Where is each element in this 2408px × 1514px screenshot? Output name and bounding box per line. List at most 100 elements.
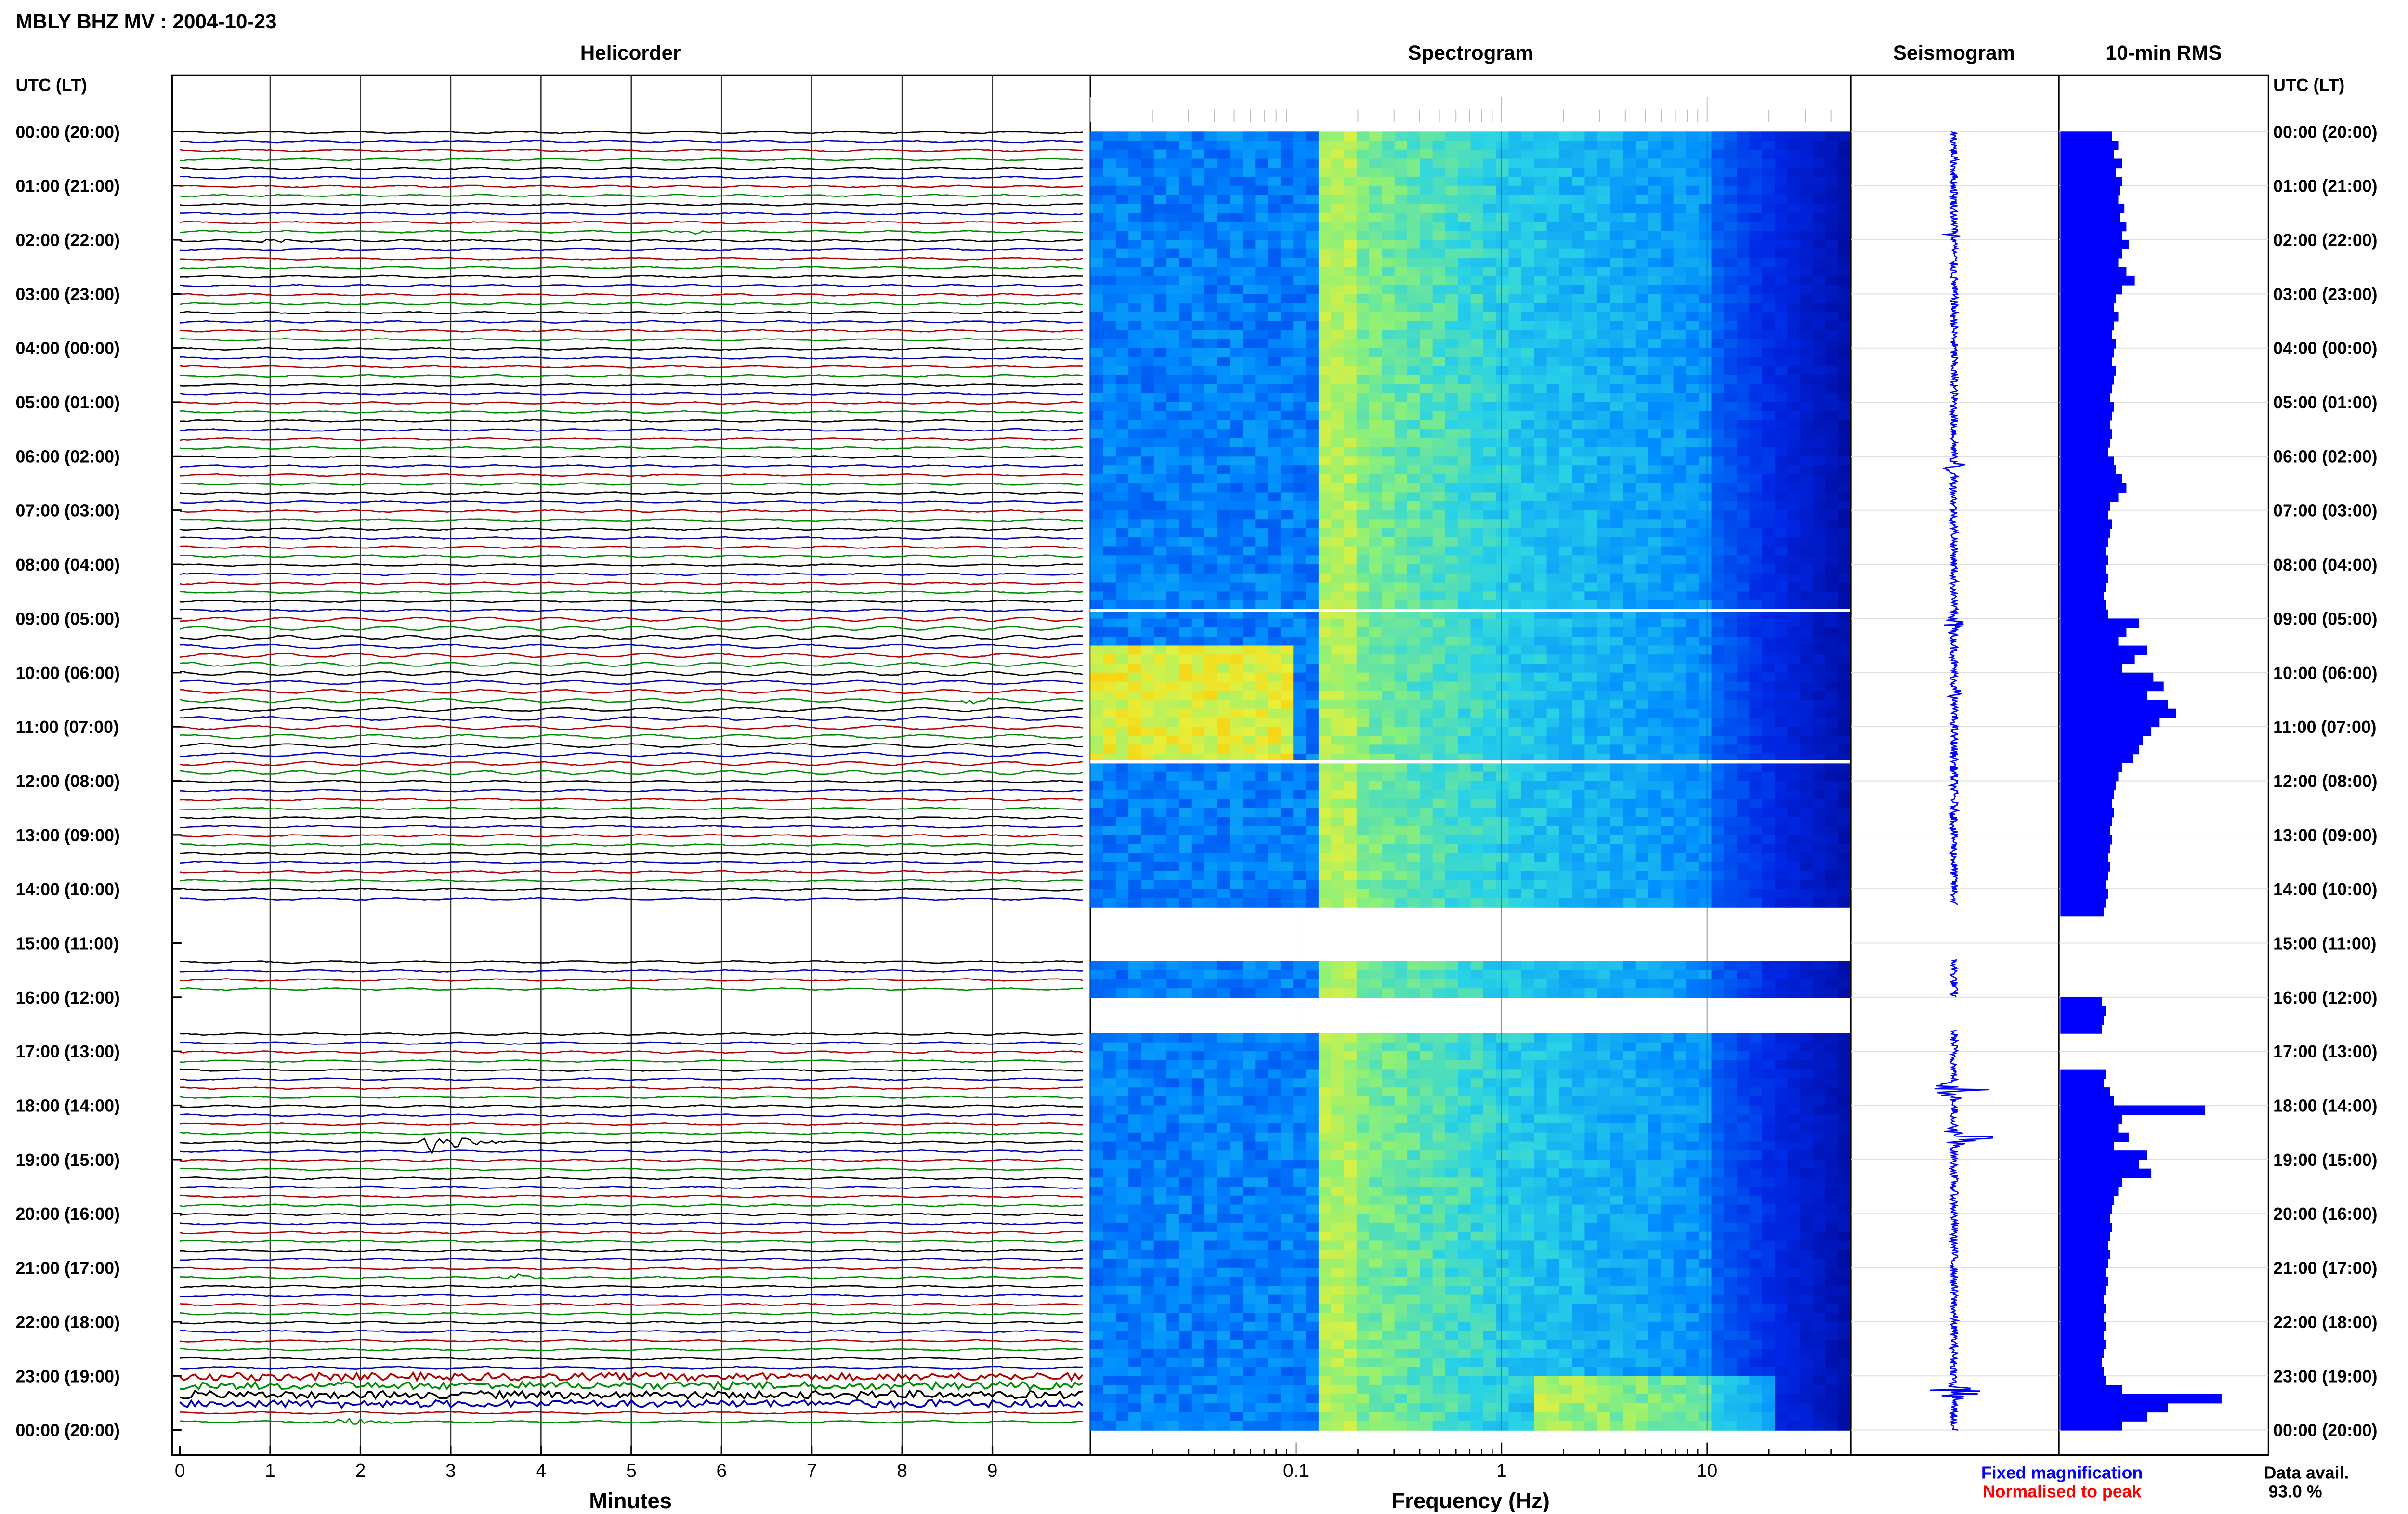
spectrogram-cell [1636, 465, 1649, 475]
spectrogram-cell [1584, 303, 1598, 313]
spectrogram-cell [1141, 438, 1154, 448]
spectrogram-cell [1281, 456, 1294, 466]
spectrogram-cell [1116, 583, 1129, 592]
spectrogram-cell [1357, 528, 1370, 538]
spectrogram-cell [1420, 294, 1433, 304]
spectrogram-cell [1420, 357, 1433, 366]
spectrogram-cell [1357, 519, 1370, 529]
spectrogram-cell [1547, 619, 1560, 628]
spectrogram-cell [1610, 700, 1623, 709]
spectrogram-cell [1217, 591, 1230, 601]
spectrogram-cell [1179, 204, 1192, 213]
spectrogram-cell [1192, 528, 1205, 538]
spectrogram-cell [1496, 619, 1509, 628]
spectrogram-cell [1204, 645, 1218, 655]
spectrogram-cell [1306, 420, 1320, 430]
spectrogram-cell [1737, 574, 1750, 583]
spectrogram-cell [1661, 826, 1674, 835]
spectrogram-cell [1623, 402, 1636, 412]
spectrogram-cell [1674, 826, 1687, 835]
spectrogram-cell [1636, 627, 1649, 637]
spectrogram-cell [1306, 510, 1320, 520]
spectrogram-cell [1750, 600, 1763, 610]
spectrogram-cell [1521, 474, 1535, 484]
spectrogram-cell [1166, 808, 1180, 818]
spectrogram-cell [1547, 213, 1560, 222]
spectrogram-cell [1445, 808, 1459, 818]
spectrogram-cell [1268, 168, 1282, 177]
spectrogram-cell [1800, 591, 1814, 601]
spectrogram-cell [1407, 303, 1421, 313]
spectrogram-cell [1116, 384, 1129, 394]
spectrogram-cell [1103, 131, 1117, 141]
spectrogram-cell [1496, 402, 1509, 412]
spectrogram-cell [1357, 456, 1370, 466]
spectrogram-cell [1369, 555, 1383, 565]
spectrogram-cell [1433, 835, 1446, 845]
spectrogram-cell [1166, 817, 1180, 827]
spectrogram-cell [1281, 285, 1294, 295]
spectrogram-cell [1103, 456, 1117, 466]
spectrogram-cell [1471, 222, 1484, 231]
spectrogram-cell [1458, 474, 1471, 484]
spectrogram-cell [1800, 682, 1814, 692]
spectrogram-cell [1407, 141, 1421, 150]
spectrogram-cell [1572, 619, 1585, 628]
spectrogram-cell [1281, 420, 1294, 430]
spectrogram-cell [1584, 691, 1598, 700]
spectrogram-cell [1319, 177, 1332, 186]
spectrogram-cell [1534, 330, 1547, 339]
spectrogram-cell [1597, 213, 1611, 222]
spectrogram-cell [1712, 303, 1725, 313]
spectrogram-cell [1636, 483, 1649, 493]
spectrogram-cell [1331, 159, 1345, 169]
spectrogram-cell [1509, 141, 1522, 150]
spectrogram-cell [1584, 510, 1598, 520]
spectrogram-cell [1572, 267, 1585, 276]
spectrogram-cell [1243, 411, 1256, 421]
spectrogram-cell [1534, 519, 1547, 529]
spectrogram-cell [1103, 465, 1117, 475]
spectrogram-cell [1420, 213, 1433, 222]
spectrogram-cell [1724, 168, 1738, 177]
spectrogram-cell [1103, 528, 1117, 538]
spectrogram-cell [1686, 799, 1700, 809]
spectrogram-cell [1204, 682, 1218, 692]
spectrogram-cell [1141, 664, 1154, 673]
spectrogram-cell [1813, 474, 1826, 484]
spectrogram-cell [1192, 249, 1205, 259]
spectrogram-cell [1572, 483, 1585, 493]
spectrogram-cell [1433, 195, 1446, 204]
spectrogram-cell [1838, 645, 1852, 655]
spectrogram-cell [1648, 348, 1662, 358]
spectrogram-cell [1572, 249, 1585, 259]
spectrogram-cell [1610, 835, 1623, 845]
spectrogram-cell [1686, 420, 1700, 430]
spectrogram-cell [1471, 420, 1484, 430]
spectrogram-cell [1521, 438, 1535, 448]
spectrogram-cell [1496, 303, 1509, 313]
spectrogram-cell [1597, 474, 1611, 484]
spectrogram-cell [1306, 492, 1320, 502]
spectrogram-cell [1534, 664, 1547, 673]
spectrogram-cell [1800, 691, 1814, 700]
spectrogram-cell [1737, 267, 1750, 276]
spectrogram-cell [1547, 420, 1560, 430]
spectrogram-cell [1116, 357, 1129, 366]
spectrogram-cell [1179, 195, 1192, 204]
spectrogram-cell [1357, 339, 1370, 349]
spectrogram-cell [1584, 645, 1598, 655]
spectrogram-cell [1750, 799, 1763, 809]
spectrogram-cell [1838, 654, 1852, 664]
spectrogram-cell [1534, 186, 1547, 196]
spectrogram-cell [1458, 600, 1471, 610]
spectrogram-cell [1395, 348, 1408, 358]
spectrogram-cell [1243, 402, 1256, 412]
spectrogram-cell [1090, 709, 1104, 718]
spectrogram-cell [1420, 664, 1433, 673]
spectrogram-cell [1750, 339, 1763, 349]
spectrogram-cell [1648, 402, 1662, 412]
spectrogram-cell [1154, 222, 1167, 231]
spectrogram-cell [1255, 321, 1269, 330]
spectrogram-cell [1154, 718, 1167, 728]
